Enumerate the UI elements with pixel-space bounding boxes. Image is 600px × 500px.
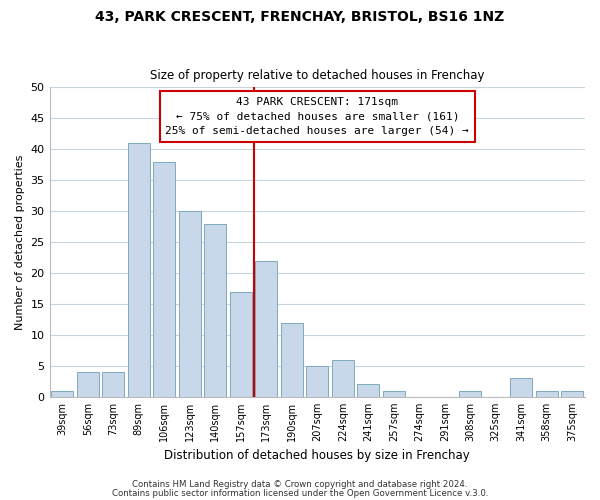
Bar — [77, 372, 98, 397]
Bar — [511, 378, 532, 397]
Title: Size of property relative to detached houses in Frenchay: Size of property relative to detached ho… — [150, 69, 485, 82]
Bar — [383, 390, 404, 397]
Bar — [128, 143, 149, 397]
Text: Contains public sector information licensed under the Open Government Licence v.: Contains public sector information licen… — [112, 489, 488, 498]
Text: 43 PARK CRESCENT: 171sqm
← 75% of detached houses are smaller (161)
25% of semi-: 43 PARK CRESCENT: 171sqm ← 75% of detach… — [166, 96, 469, 136]
Text: 43, PARK CRESCENT, FRENCHAY, BRISTOL, BS16 1NZ: 43, PARK CRESCENT, FRENCHAY, BRISTOL, BS… — [95, 10, 505, 24]
Bar — [256, 260, 277, 397]
Bar — [307, 366, 328, 397]
Bar — [230, 292, 251, 397]
Bar — [562, 390, 583, 397]
Bar — [205, 224, 226, 397]
Bar — [332, 360, 353, 397]
Text: Contains HM Land Registry data © Crown copyright and database right 2024.: Contains HM Land Registry data © Crown c… — [132, 480, 468, 489]
Bar — [52, 390, 73, 397]
Bar — [103, 372, 124, 397]
X-axis label: Distribution of detached houses by size in Frenchay: Distribution of detached houses by size … — [164, 450, 470, 462]
Y-axis label: Number of detached properties: Number of detached properties — [15, 154, 25, 330]
Bar — [460, 390, 481, 397]
Bar — [179, 211, 200, 397]
Bar — [358, 384, 379, 397]
Bar — [154, 162, 175, 397]
Bar — [536, 390, 557, 397]
Bar — [281, 322, 302, 397]
